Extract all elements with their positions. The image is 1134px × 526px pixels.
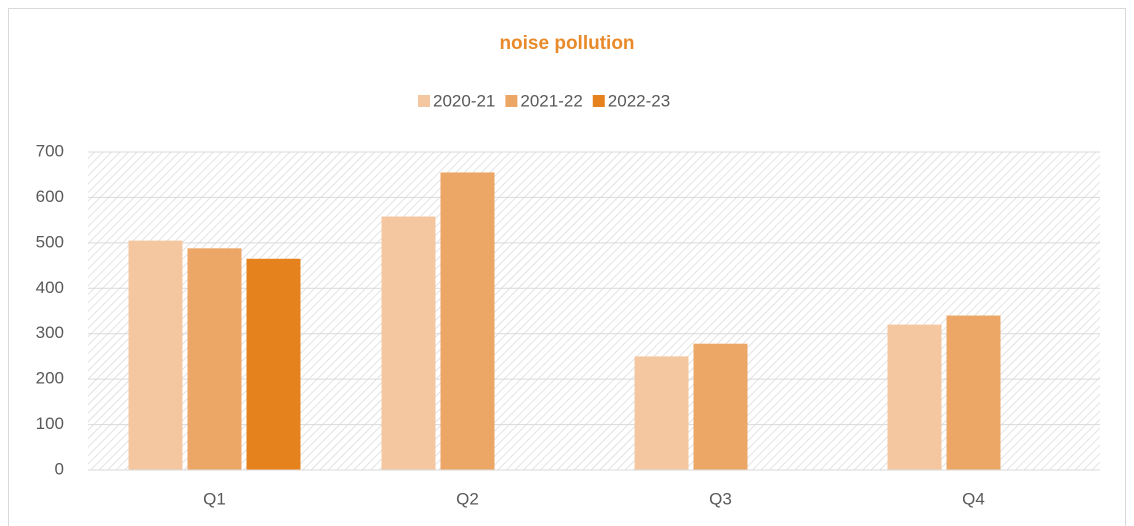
bar xyxy=(693,343,748,470)
chart-title: noise pollution xyxy=(499,33,634,54)
y-tick-label: 200 xyxy=(36,369,64,388)
bar xyxy=(634,356,689,470)
legend-label: 2021-22 xyxy=(520,91,582,110)
legend-swatch xyxy=(418,95,430,107)
legend-label: 2020-21 xyxy=(433,91,495,110)
legend-swatch xyxy=(592,95,605,107)
y-tick-label: 600 xyxy=(36,187,64,206)
bar xyxy=(946,315,1001,470)
y-tick-label: 400 xyxy=(36,278,64,297)
bar xyxy=(440,172,495,470)
y-tick-label: 700 xyxy=(36,141,64,160)
y-tick-label: 0 xyxy=(55,459,64,478)
bar xyxy=(187,248,242,470)
x-tick-label: Q3 xyxy=(709,489,732,508)
x-tick-label: Q2 xyxy=(456,489,479,508)
bar xyxy=(887,324,942,470)
bar xyxy=(246,258,301,470)
bar xyxy=(128,240,183,470)
bar xyxy=(381,216,436,470)
legend-label: 2022-23 xyxy=(608,91,670,110)
y-tick-label: 100 xyxy=(36,414,64,433)
legend-swatch xyxy=(505,95,518,107)
y-tick-label: 500 xyxy=(36,232,64,251)
x-tick-label: Q1 xyxy=(203,489,226,508)
y-tick-label: 300 xyxy=(36,323,64,342)
x-tick-label: Q4 xyxy=(962,489,985,508)
